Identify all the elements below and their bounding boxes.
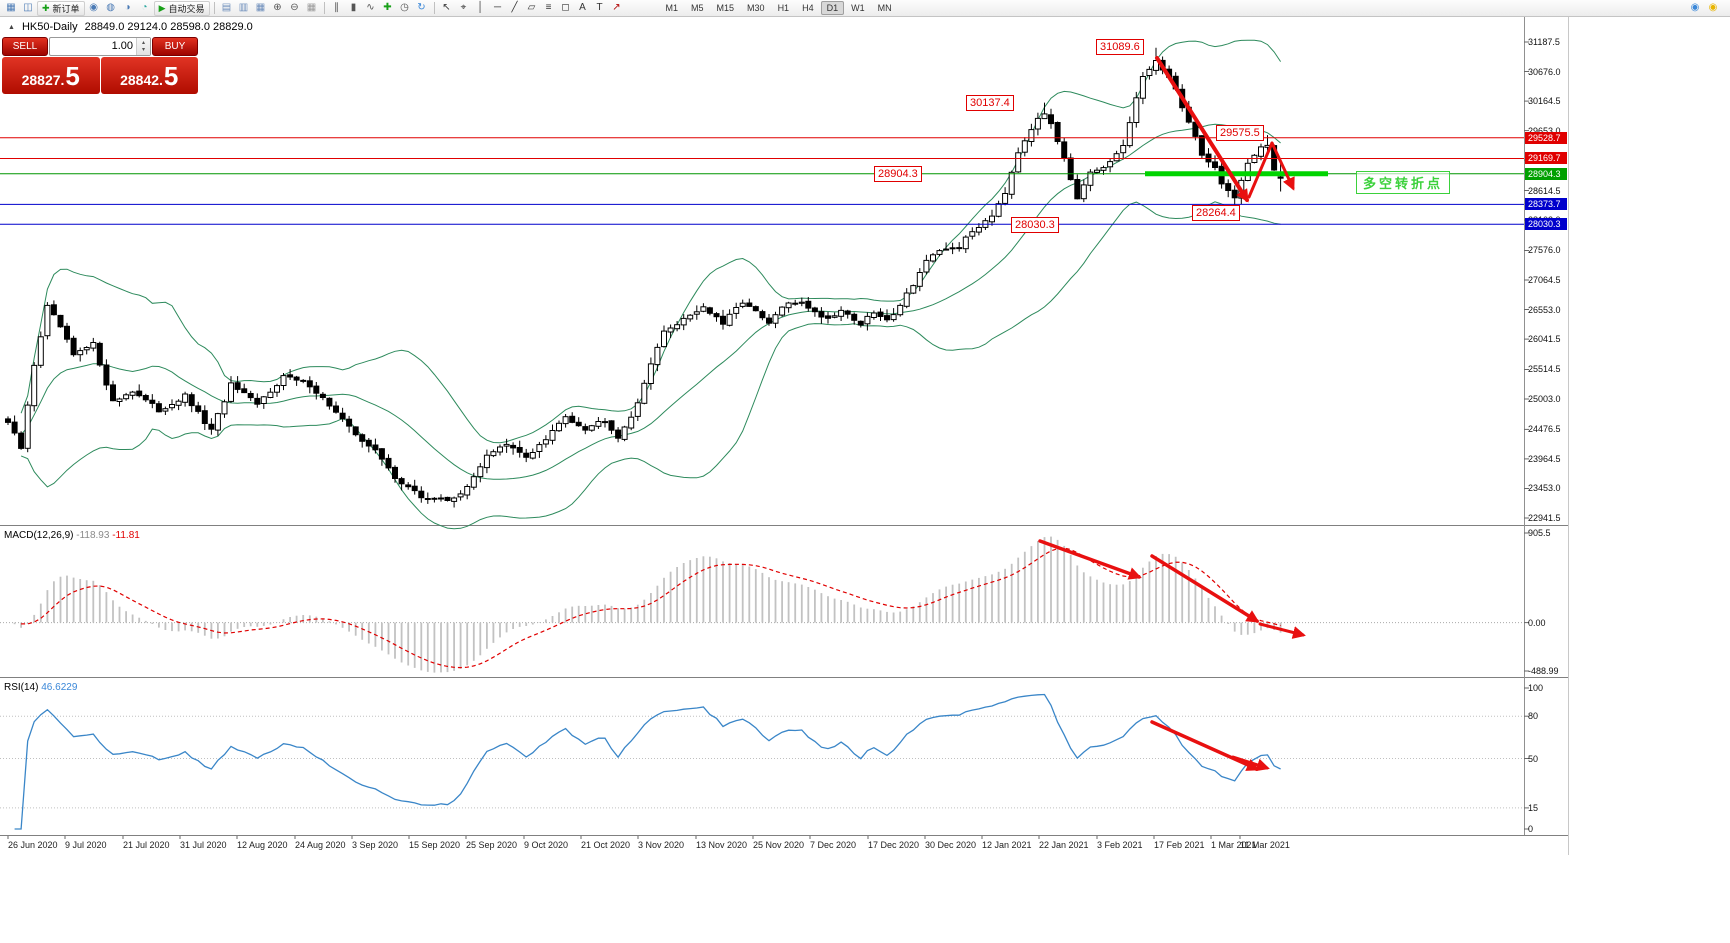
crosshair-icon[interactable]: ⌖ bbox=[460, 2, 467, 13]
trendline-icon[interactable]: ╱ bbox=[511, 2, 518, 13]
text-label-icon[interactable]: T bbox=[596, 2, 603, 13]
buy-price-big-digit: 5 bbox=[163, 61, 179, 91]
timeframe-h1[interactable]: H1 bbox=[772, 1, 796, 15]
buy-button[interactable]: BUY bbox=[152, 37, 198, 56]
market-watch-icon[interactable]: ◉ bbox=[89, 2, 98, 13]
timeframe-h4[interactable]: H4 bbox=[796, 1, 820, 15]
timeframes-icon[interactable]: ◷ bbox=[400, 2, 409, 13]
buy-price-main: 28842. bbox=[120, 72, 163, 88]
volume-spin-buttons[interactable]: ▴ ▾ bbox=[136, 38, 150, 55]
cascade-windows-icon[interactable]: ▤ bbox=[221, 2, 232, 13]
timeframe-w1[interactable]: W1 bbox=[845, 1, 871, 15]
tile-vertically-icon[interactable]: ▦ bbox=[255, 2, 266, 13]
new-chart-icon[interactable]: ▦ bbox=[6, 2, 16, 13]
sell-button[interactable]: SELL bbox=[2, 37, 48, 56]
toolbar-separator bbox=[213, 2, 215, 14]
rsi-name: RSI(14) bbox=[4, 682, 39, 693]
toolbar-separator bbox=[433, 2, 435, 14]
zoom-out-icon[interactable]: ⊖ bbox=[290, 2, 299, 13]
timeframe-buttons: M1 M5 M15 M30 H1 H4 D1 W1 MN bbox=[660, 1, 898, 15]
autotrade-button-label: 自动交易 bbox=[168, 3, 205, 14]
rsi-indicator-label: RSI(14) 46.6229 bbox=[4, 682, 77, 693]
timeframe-mn[interactable]: MN bbox=[872, 1, 898, 15]
chart-title: ▲ HK50-Daily 28849.0 29124.0 28598.0 288… bbox=[8, 21, 253, 33]
horizontal-line-icon[interactable]: ─ bbox=[493, 2, 502, 13]
new-order-button[interactable]: ✚ 新订单 bbox=[37, 0, 85, 16]
candlestick-chart-icon[interactable]: ▮ bbox=[350, 2, 357, 13]
autotrade-button[interactable]: ▶ 自动交易 bbox=[153, 0, 210, 16]
timeframe-m30[interactable]: M30 bbox=[741, 1, 771, 15]
indicators-icon[interactable]: ✚ bbox=[383, 2, 392, 13]
timeframe-m15[interactable]: M15 bbox=[711, 1, 741, 15]
shapes-icon[interactable]: ◻ bbox=[561, 2, 570, 13]
text-icon[interactable]: A bbox=[579, 2, 586, 13]
volume-value[interactable]: 1.00 bbox=[111, 40, 133, 52]
spin-down-icon[interactable]: ▾ bbox=[141, 46, 145, 53]
timeframe-d1[interactable]: D1 bbox=[820, 1, 845, 15]
navigator-icon[interactable]: ◑ bbox=[124, 2, 131, 13]
macd-indicator-label: MACD(12,26,9) -118.93 -11.81 bbox=[4, 530, 140, 541]
autotrade-icon: ▶ bbox=[158, 2, 166, 13]
channel-icon[interactable]: ▱ bbox=[527, 2, 536, 13]
rsi-value: 46.6229 bbox=[41, 682, 78, 693]
tile-horizontally-icon[interactable]: ▥ bbox=[238, 2, 249, 13]
new-order-icon: ✚ bbox=[42, 2, 50, 13]
chart-profiles-icon[interactable]: ◫ bbox=[23, 2, 33, 13]
bar-chart-icon[interactable]: ∥ bbox=[334, 2, 339, 13]
sell-price-big-digit: 5 bbox=[65, 61, 80, 91]
macd-value-2: -11.81 bbox=[112, 530, 140, 541]
grid-icon[interactable]: ▦ bbox=[306, 2, 317, 13]
one-click-trading-panel: SELL 1.00 ▴ ▾ BUY 28827. 5 28842. 5 bbox=[2, 37, 198, 94]
toolbar-separator bbox=[323, 2, 325, 14]
metaquotes-icon[interactable]: ◉ bbox=[1690, 2, 1700, 13]
line-chart-icon[interactable]: ∿ bbox=[366, 2, 375, 13]
volume-stepper[interactable]: 1.00 ▴ ▾ bbox=[49, 37, 151, 56]
ohlc-values: 28849.0 29124.0 28598.0 28829.0 bbox=[84, 21, 253, 33]
fibonacci-icon[interactable]: ≡ bbox=[545, 2, 552, 13]
data-window-icon[interactable]: ◍ bbox=[106, 2, 115, 13]
macd-value-1: -118.93 bbox=[76, 530, 110, 541]
collapse-one-click-icon[interactable]: ▲ bbox=[8, 23, 15, 31]
cursor-icon[interactable]: ↖ bbox=[442, 2, 451, 13]
sell-price[interactable]: 28827. 5 bbox=[2, 57, 100, 94]
toolbar: ▦ ◫ ✚ 新订单 ◉ ◍ ◑ ◔ ▶ 自动交易 ▤ ▥ ▦ ⊕ ⊖ ▦ ∥ ▮ ∿ ✚ ◷ ↻ ↖ ⌖ │ ─ ╱ ▱ ≡ ◻ A T ↗ M1… bbox=[0, 0, 1730, 17]
arrows-icon[interactable]: ↗ bbox=[612, 2, 621, 13]
vertical-line-icon[interactable]: │ bbox=[477, 2, 484, 13]
new-order-button-label: 新订单 bbox=[52, 3, 80, 14]
sell-price-main: 28827. bbox=[21, 72, 65, 88]
spin-up-icon[interactable]: ▴ bbox=[141, 39, 145, 46]
macd-name: MACD(12,26,9) bbox=[4, 530, 74, 541]
terminal-icon[interactable]: ◔ bbox=[141, 2, 148, 13]
zoom-in-icon[interactable]: ⊕ bbox=[273, 2, 282, 13]
symbol-title: HK50-Daily bbox=[21, 21, 78, 33]
timeframe-m5[interactable]: M5 bbox=[685, 1, 710, 15]
refresh-icon[interactable]: ↻ bbox=[417, 2, 426, 13]
help-icon[interactable]: ◉ bbox=[1708, 2, 1718, 13]
toolbar-right-icons: ◉ ◉ bbox=[1687, 1, 1721, 15]
timeframe-m1[interactable]: M1 bbox=[660, 1, 685, 15]
buy-price[interactable]: 28842. 5 bbox=[100, 57, 198, 94]
